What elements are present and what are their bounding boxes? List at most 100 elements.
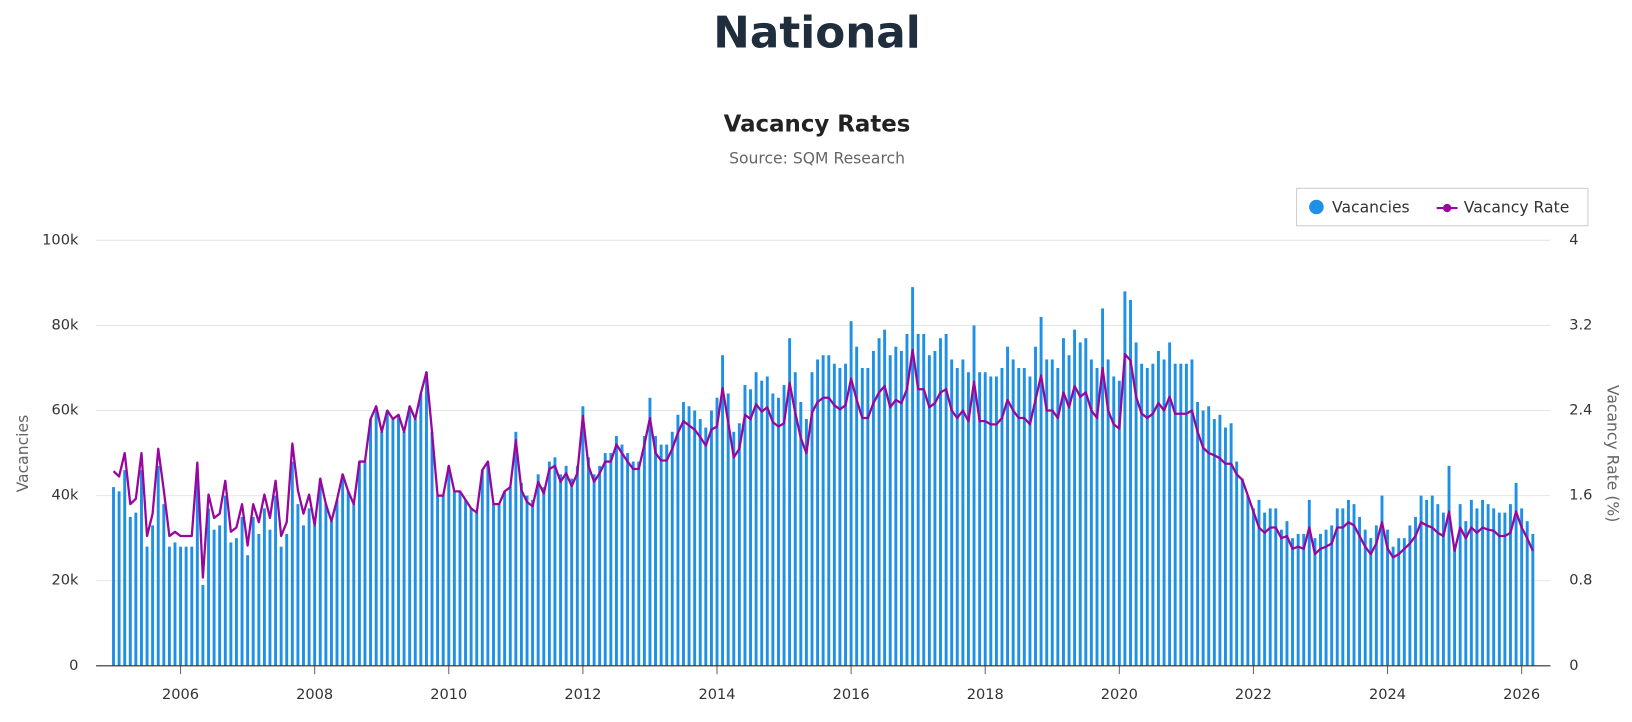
bar — [777, 397, 780, 666]
bar — [704, 427, 708, 666]
bar — [570, 478, 574, 666]
legend-label[interactable]: Vacancies — [1332, 199, 1410, 217]
bar — [1050, 359, 1054, 666]
bar — [447, 465, 451, 666]
bar — [117, 491, 121, 666]
bar — [782, 384, 786, 666]
legend-label[interactable]: Vacancy Rate — [1464, 199, 1570, 217]
bar — [1531, 533, 1535, 666]
bar — [598, 465, 602, 666]
bar — [486, 461, 490, 666]
bar — [682, 402, 685, 666]
bar — [743, 384, 747, 666]
bar — [788, 338, 792, 666]
bar — [1179, 363, 1183, 666]
bar — [173, 542, 177, 666]
x-tick-label: 2020 — [1101, 686, 1138, 703]
y2-axis-title: Vacancy Rate (%) — [1603, 385, 1621, 522]
bar — [167, 546, 171, 666]
y-tick-label: 100k — [42, 231, 79, 248]
bar — [464, 499, 468, 666]
bar — [374, 406, 378, 666]
bar — [1497, 512, 1501, 666]
bar — [547, 461, 551, 666]
bar — [821, 355, 825, 666]
y2-tick-label: 1.6 — [1569, 487, 1592, 504]
bar — [793, 372, 797, 666]
bar — [492, 504, 495, 666]
bar — [1481, 499, 1485, 666]
x-tick-label: 2018 — [967, 686, 1004, 703]
bar — [899, 350, 903, 666]
bar — [475, 512, 479, 666]
bar — [1162, 359, 1166, 666]
bar — [402, 431, 406, 666]
bar — [749, 389, 752, 666]
x-tick-label: 2014 — [698, 686, 735, 703]
bar — [1168, 342, 1172, 666]
bar — [1296, 533, 1300, 666]
bar — [1084, 338, 1088, 666]
bar — [575, 465, 579, 666]
bar — [531, 499, 535, 666]
legend-symbol — [1442, 203, 1452, 213]
bar — [771, 393, 775, 666]
bar — [335, 499, 339, 666]
bar — [419, 393, 423, 666]
bar — [1402, 538, 1406, 666]
bar — [1151, 363, 1155, 666]
bar — [559, 474, 563, 666]
bar — [1369, 538, 1373, 666]
plot-area: 0 20k 40k 60k 80k 100k 0 0.8 1.6 2.4 3.2 4 2006 2008 2… — [42, 231, 1592, 703]
bar — [1335, 508, 1339, 666]
bar — [933, 350, 937, 666]
bar — [1508, 504, 1512, 666]
bar — [151, 525, 155, 666]
bar — [413, 419, 417, 666]
bar — [195, 478, 199, 666]
bar — [302, 525, 305, 666]
legend-item[interactable]: Vacancies — [1309, 199, 1410, 217]
bar — [726, 393, 730, 666]
y-axis-title: Vacancies — [14, 415, 32, 493]
bar — [1190, 359, 1194, 666]
bar — [156, 465, 160, 666]
bar — [1386, 529, 1389, 666]
bar — [525, 495, 529, 666]
bar — [553, 457, 557, 666]
y-tick-label: 20k — [51, 572, 79, 589]
bar — [1380, 495, 1384, 666]
bar — [341, 474, 345, 666]
bar — [1117, 380, 1121, 666]
bar — [1078, 342, 1082, 666]
bar — [955, 367, 959, 666]
bar — [1212, 419, 1216, 666]
y2-tick-label: 4 — [1569, 231, 1578, 248]
bar — [1156, 350, 1160, 666]
y-tick-label: 40k — [51, 487, 79, 504]
bar — [1274, 508, 1278, 666]
bar — [855, 346, 859, 666]
bar — [162, 504, 166, 666]
bar — [229, 542, 233, 666]
bar — [637, 461, 641, 666]
bar — [1324, 529, 1328, 666]
bar — [1374, 525, 1378, 666]
bar — [1028, 376, 1032, 666]
legend-item[interactable]: Vacancy Rate — [1436, 199, 1570, 217]
x-tick-label: 2010 — [430, 686, 467, 703]
bar — [369, 419, 372, 666]
bar — [871, 350, 875, 666]
bar — [1291, 538, 1294, 666]
bar — [765, 376, 769, 666]
bar — [1140, 363, 1144, 666]
bar — [737, 423, 741, 666]
bar — [1525, 521, 1529, 666]
bar — [1486, 504, 1490, 666]
y2-tick-label: 0 — [1569, 657, 1578, 674]
bar — [441, 495, 445, 666]
bar — [251, 516, 255, 666]
bar — [894, 346, 898, 666]
bar — [1257, 499, 1261, 666]
